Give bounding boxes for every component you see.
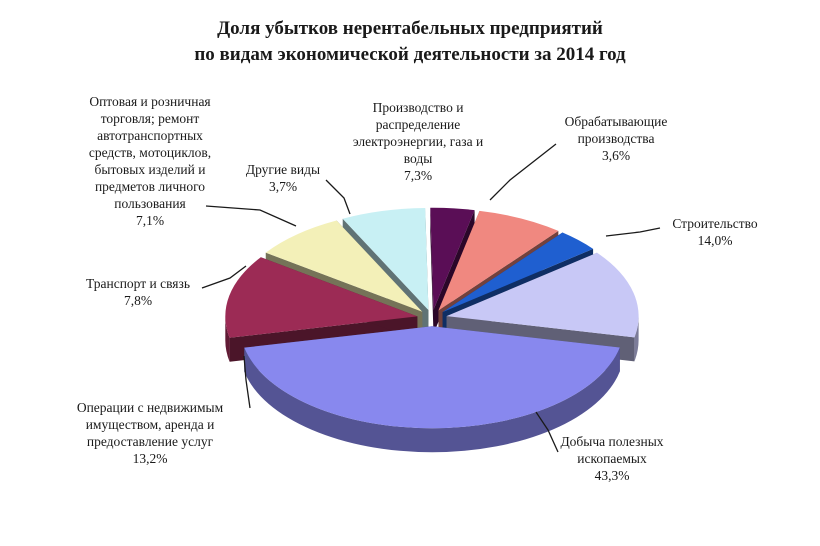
slice-label-line: автотранспортных (97, 128, 203, 143)
slice-label-energy: Производство и распределение электроэнерги… (353, 100, 483, 183)
slice-label-manufacturing: Обрабатывающие производства 3,6% (565, 114, 668, 163)
slice-value-manufacturing: 3,6% (602, 148, 630, 163)
slice-label-line: распределение (376, 117, 461, 132)
slice-label-line: торговля; ремонт (101, 111, 200, 126)
slice-label-line: бытовых изделий и (95, 162, 206, 177)
slice-label-line: производства (578, 131, 655, 146)
pie-slice-mining (244, 326, 620, 453)
slice-label-line: Добыча полезных (560, 434, 663, 449)
slice-label-line: имуществом, аренда и (86, 417, 215, 432)
chart-title-line-1: Доля убытков нерентабельных предприятий (217, 18, 603, 39)
slice-label-line: Строительство (672, 216, 758, 231)
leader-line-trade (205, 205, 297, 227)
slice-label-construction: Строительство 14,0% (672, 216, 758, 248)
slice-value-transport: 7,8% (124, 293, 152, 308)
slice-value-energy: 7,3% (404, 168, 432, 183)
slice-value-mining: 43,3% (595, 468, 630, 483)
slice-label-real_estate: Операции с недвижимым имуществом, аренда … (77, 400, 224, 466)
slice-label-line: Оптовая и розничная (89, 94, 210, 109)
slice-label-line: ископаемых (577, 451, 647, 466)
slice-value-other: 3,7% (269, 179, 297, 194)
slice-value-trade: 7,1% (136, 213, 164, 228)
slice-value-construction: 14,0% (698, 233, 733, 248)
slice-label-line: пользования (114, 196, 186, 211)
leader-line-construction (605, 227, 661, 237)
slice-label-line: предметов личного (95, 179, 205, 194)
slice-label-line: Транспорт и связь (86, 276, 190, 291)
slice-label-line: предоставление услуг (87, 434, 214, 449)
slice-label-mining: Добыча полезных ископаемых 43,3% (560, 434, 663, 483)
slice-label-line: Обрабатывающие (565, 114, 668, 129)
slice-label-line: Другие виды (246, 162, 320, 177)
slice-label-line: электроэнергии, газа и (353, 134, 483, 149)
leader-line-other (325, 179, 351, 215)
slice-label-line: Производство и (373, 100, 464, 115)
leader-line-manufacturing (489, 143, 557, 201)
slice-label-line: Операции с недвижимым (77, 400, 224, 415)
slice-value-real_estate: 13,2% (133, 451, 168, 466)
slice-label-trade: Оптовая и розничная торговля; ремонт автот… (89, 94, 211, 228)
slice-label-transport: Транспорт и связь 7,8% (86, 276, 190, 308)
leader-line-real_estate (243, 355, 251, 409)
slice-label-other: Другие виды 3,7% (246, 162, 320, 194)
slice-label-line: средств, мотоциклов, (89, 145, 211, 160)
leader-line-transport (201, 265, 247, 289)
chart-title-line-2: по видам экономической деятельности за 2… (194, 44, 626, 65)
leader-line-mining (535, 411, 559, 453)
slice-label-line: воды (404, 151, 433, 166)
